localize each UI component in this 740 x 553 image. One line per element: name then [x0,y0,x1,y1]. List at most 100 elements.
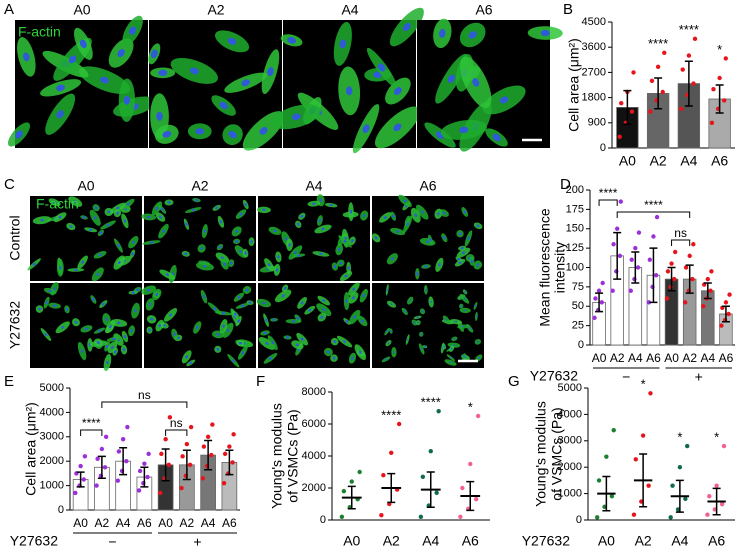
x-tick-label: A6 [708,533,725,549]
nucleus [263,331,267,335]
nucleus [540,29,550,37]
data-point [599,300,604,305]
nucleus [219,220,223,224]
nucleus [468,31,477,39]
nucleus [92,297,95,302]
data-point [339,514,345,519]
nucleus [393,351,395,354]
nucleus [467,236,470,241]
cells [256,282,368,364]
nucleus [420,210,424,214]
cells [271,7,424,154]
data-point [142,461,147,466]
nucleus [343,239,347,243]
nucleus [462,325,465,328]
nucleus [475,315,478,318]
y-tick-label: 0 [320,514,326,526]
x-tick-label: A4 [201,516,216,530]
x-tick-label: A0 [158,516,173,530]
data-point [120,437,126,442]
nucleus [185,355,189,359]
y-axis-label: Mean fluorescence [537,208,553,327]
nucleus [267,263,271,267]
nucleus [351,296,355,300]
x-tick-label: A0 [619,153,636,169]
data-point [617,253,623,259]
nucleus [45,300,48,305]
group-label: Y27632 [10,533,58,549]
column-label: A6 [475,2,492,18]
nucleus [82,216,86,219]
nucleus [322,308,326,312]
cells [141,197,255,283]
error-bar [667,266,676,292]
error-bar [347,485,356,510]
data-point [617,134,622,139]
nucleus [409,299,412,302]
data-point [646,300,652,305]
y-axis-label: Cell area (μm²) [23,402,39,496]
y-tick-label: 2000 [302,482,326,494]
data-point [124,459,129,464]
nucleus [406,338,409,341]
nucleus [385,358,388,361]
nucleus [123,334,127,339]
nucleus [430,300,432,304]
nucleus [148,328,151,332]
nucleus [216,333,220,336]
nucleus [239,250,242,254]
nucleus [300,337,304,341]
nucleus [449,356,452,359]
bracket [598,199,618,206]
nucleus [296,222,300,226]
data-point [662,50,667,55]
y-tick-label: 200 [566,184,584,196]
significance: **** [648,36,668,51]
nucleus [429,238,432,242]
nucleus [109,325,112,329]
error-bar [675,479,684,513]
x-tick-label: A4 [422,533,439,549]
nucleus [156,111,163,121]
nucleus [97,329,102,332]
y-tick-label: 1000 [40,480,64,492]
nucleus [191,208,195,212]
y-tick-label: 0 [58,504,64,516]
data-point [179,485,184,491]
nucleus [283,286,287,290]
data-point [99,446,105,452]
error-bar [721,305,730,323]
nucleus [392,214,395,218]
data-point [596,478,602,483]
data-point [436,409,441,414]
x-tick-label: A4 [680,153,697,169]
column-label: A0 [73,2,90,18]
nucleus [134,309,137,313]
column-label: A4 [341,2,358,18]
nucleus [96,272,100,276]
x-tick-label: A0 [343,533,360,549]
y-tick-label: 4000 [40,406,64,418]
nucleus [386,288,389,291]
data-point [707,494,712,499]
nucleus [117,321,121,325]
data-point [201,444,207,449]
nucleus [320,315,324,319]
nucleus [79,39,87,49]
y-tick-label: 125 [566,242,584,254]
nucleus [131,252,134,256]
y-axis-label: of VSMCs (Pa) [285,409,301,502]
error-bar [161,448,170,482]
data-point [631,512,637,517]
nucleus [437,212,440,216]
nucleus [318,218,322,223]
panel-letter: G [508,373,520,390]
nucleus [105,344,109,349]
data-point [647,257,653,262]
nucleus [326,350,331,354]
nucleus [390,329,392,333]
nucleus [445,318,448,321]
nucleus [59,266,62,270]
nucleus [215,206,219,210]
nucleus [117,261,121,265]
